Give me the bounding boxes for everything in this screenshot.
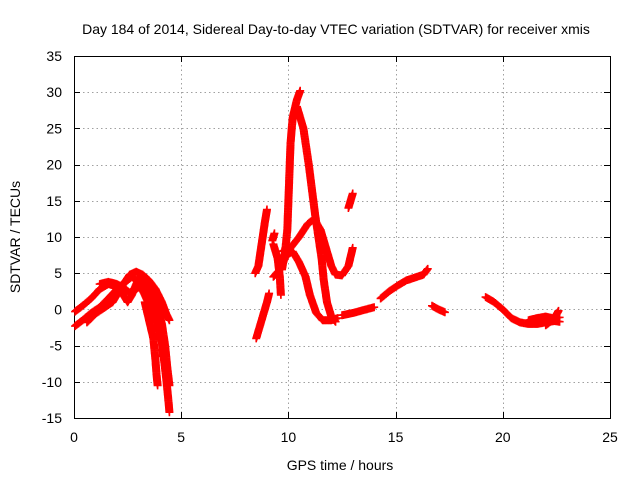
y-tick-label: 25: [46, 120, 62, 136]
y-tick-label: 10: [46, 229, 62, 245]
y-tick-label: 5: [54, 265, 62, 281]
y-tick-label: -5: [50, 338, 63, 354]
data-point: [331, 317, 340, 326]
data-point: [276, 290, 285, 299]
x-axis-label: GPS time / hours: [287, 457, 394, 473]
axis-ticks: [74, 56, 611, 419]
y-tick-label: 15: [46, 193, 62, 209]
chart-title: Day 184 of 2014, Sidereal Day-to-day VTE…: [82, 21, 590, 37]
series-17: [428, 301, 449, 317]
data-point: [348, 243, 357, 252]
data-point: [423, 264, 432, 273]
x-tick-label: 20: [495, 429, 511, 445]
series-3: [82, 267, 174, 327]
y-tick-labels: -15 -10 -5 0 5 10 15 20 25 30 35: [42, 48, 62, 426]
y-axis-label: SDTVAR / TECUs: [7, 181, 23, 293]
x-tick-label: 10: [281, 429, 297, 445]
data-marks: [71, 86, 564, 417]
y-tick-label: -15: [42, 410, 62, 426]
data-point: [262, 205, 271, 214]
y-tick-label: 30: [46, 84, 62, 100]
x-tick-labels: 0 5 10 15 20 25: [70, 429, 618, 445]
data-point: [440, 308, 449, 317]
x-tick-label: 15: [388, 429, 404, 445]
data-point: [265, 289, 274, 298]
series-15: [338, 303, 379, 320]
x-tick-label: 0: [70, 429, 78, 445]
data-point: [165, 316, 174, 325]
series-7: [251, 205, 271, 278]
data-point: [296, 86, 305, 95]
y-tick-label: 0: [54, 301, 62, 317]
data-point: [554, 306, 563, 315]
data-point: [370, 303, 379, 312]
x-tick-label: 25: [602, 429, 618, 445]
series-4: [140, 298, 162, 390]
data-point: [348, 189, 357, 198]
y-tick-label: 35: [46, 48, 62, 64]
y-tick-label: -10: [42, 374, 62, 390]
x-tick-label: 5: [177, 429, 185, 445]
series-5: [95, 277, 167, 361]
series-14: [344, 189, 357, 212]
data-point: [165, 408, 174, 417]
series-12: [293, 102, 340, 326]
series-20: [541, 306, 563, 330]
series-8: [268, 229, 279, 245]
series-16: [376, 264, 432, 303]
series-13: [278, 214, 357, 280]
data-point: [165, 381, 174, 390]
series-11: [269, 240, 285, 299]
data-point: [270, 229, 279, 238]
grid: [74, 56, 610, 418]
data-point: [153, 381, 162, 390]
y-tick-label: 20: [46, 157, 62, 173]
series-6: [252, 289, 274, 343]
data-point: [158, 352, 167, 361]
